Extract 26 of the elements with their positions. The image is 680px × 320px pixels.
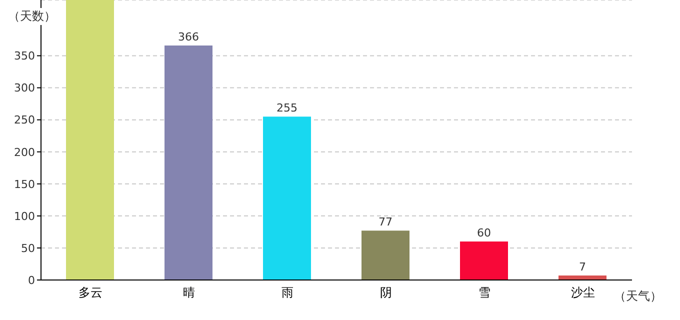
data-label: 366 (178, 30, 199, 44)
y-tick-label: 0 (28, 274, 35, 287)
data-label: 7 (579, 260, 586, 274)
x-tick-label: 阴 (380, 286, 392, 300)
y-tick-label: 300 (14, 82, 35, 95)
x-axis-title: （天气） (614, 288, 662, 305)
x-tick-label: 晴 (182, 286, 195, 300)
y-tick-label: 50 (21, 242, 35, 255)
y-tick-label: 150 (14, 178, 35, 191)
y-tick-label: 350 (14, 50, 35, 63)
y-tick-label: 200 (14, 146, 35, 159)
y-axis-title: （天数） (8, 8, 56, 25)
bar (164, 45, 212, 280)
bar (460, 242, 508, 280)
x-tick-label: 雨 (281, 286, 294, 300)
data-label: 77 (378, 216, 392, 229)
x-tick-label: 雪 (478, 286, 490, 300)
data-label: 255 (276, 102, 298, 115)
y-tick-label: 100 (14, 210, 35, 223)
x-tick-label: 沙尘 (570, 286, 595, 300)
x-tick-label: 多云 (78, 286, 102, 300)
bar (362, 230, 410, 280)
bar (66, 0, 114, 280)
bar (263, 116, 311, 280)
data-label: 60 (477, 226, 491, 240)
y-tick-label: 250 (14, 114, 35, 127)
